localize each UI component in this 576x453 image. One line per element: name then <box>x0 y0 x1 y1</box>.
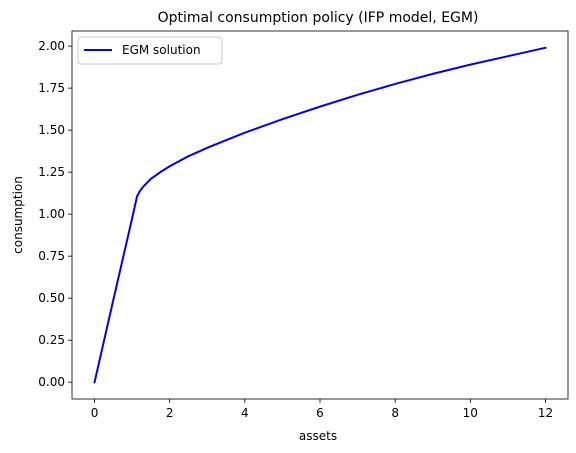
y-tick-label: 1.75 <box>38 81 65 95</box>
y-tick-label: 0.25 <box>38 333 65 347</box>
x-tick-label: 6 <box>316 406 324 420</box>
y-tick-label: 1.00 <box>38 207 65 221</box>
y-tick-label: 2.00 <box>38 39 65 53</box>
y-tick-label: 0.75 <box>38 249 65 263</box>
y-tick-label: 1.25 <box>38 165 65 179</box>
legend-box <box>77 36 223 65</box>
x-tick-label: 0 <box>91 406 99 420</box>
x-tick-label: 12 <box>538 406 553 420</box>
plot-frame <box>71 30 569 400</box>
y-tick-label: 0.50 <box>38 291 65 305</box>
y-axis-label: consumption <box>11 176 25 254</box>
y-tick-label: 1.50 <box>38 123 65 137</box>
x-tick-label: 4 <box>241 406 249 420</box>
legend-label-egm-solution: EGM solution <box>122 43 201 57</box>
series-line-egm-solution <box>93 46 547 384</box>
x-tick-label: 10 <box>463 406 478 420</box>
y-axis: 0.00 0.25 0.50 0.75 1.00 1.25 1.50 1.75 2.00 <box>38 39 72 389</box>
x-tick-label: 8 <box>391 406 399 420</box>
x-axis: 0 2 4 6 8 10 12 <box>91 399 553 420</box>
x-tick-label: 2 <box>166 406 174 420</box>
chart-title: Optimal consumption policy (IFP model, E… <box>158 10 479 26</box>
series-layer <box>93 46 547 384</box>
y-tick-label: 0.00 <box>38 375 65 389</box>
x-axis-label: assets <box>299 429 337 443</box>
legend: EGM solution <box>77 36 223 65</box>
